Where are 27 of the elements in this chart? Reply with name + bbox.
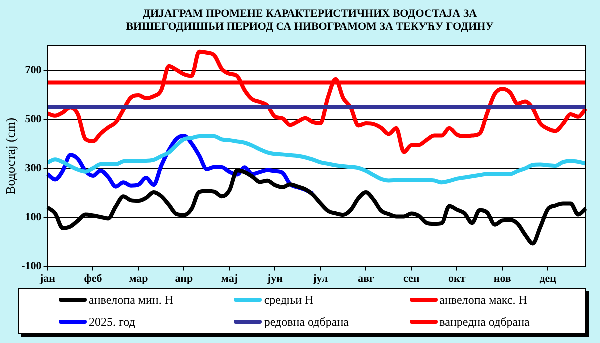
chart-title: ДИЈАГРАМ ПРОМЕНЕ КАРАКТЕРИСТИЧНИХ ВОДОСТАЈА ЗА ВИШЕГОДИШЊИ ПЕРИОД СА НИВОГРАМОМ ЗА ТЕКУЋУ ГОДИНУ: [125, 8, 495, 34]
x-tick-label: апр: [175, 273, 194, 286]
legend-label: редовна одбрана: [264, 314, 349, 330]
x-tick-label: мај: [221, 273, 238, 286]
x-tick-label: јун: [266, 273, 284, 286]
legend-label: средњи Н: [264, 292, 314, 308]
x-tick-label: нов: [494, 273, 512, 286]
legend-label: анвелопа мин. Н: [89, 292, 174, 308]
y-tick-label: 500: [25, 113, 42, 126]
y-tick-label: 100: [25, 212, 42, 224]
x-tick-label: авг: [358, 273, 374, 286]
line-series: [46, 134, 588, 185]
y-tick-label: 300: [25, 162, 42, 175]
y-axis-title: Водостај (cm): [3, 118, 18, 195]
x-tick-label: јул: [312, 273, 328, 286]
x-tick-label: сеп: [404, 273, 420, 286]
legend-label: анвелопа макс. Н: [440, 292, 528, 308]
y-tick-label: 700: [25, 64, 42, 76]
x-tick-label: феб: [84, 273, 103, 286]
legend-label: ванредна одбрана: [440, 314, 530, 330]
x-tick-label: јан: [39, 273, 56, 286]
x-tick-label: дец: [540, 273, 558, 286]
y-tick-label: -100: [22, 260, 42, 273]
x-tick-label: мар: [129, 273, 148, 286]
line-series: [46, 50, 588, 154]
legend-label: 2025. год: [89, 314, 136, 330]
x-tick-label: окт: [448, 273, 466, 286]
